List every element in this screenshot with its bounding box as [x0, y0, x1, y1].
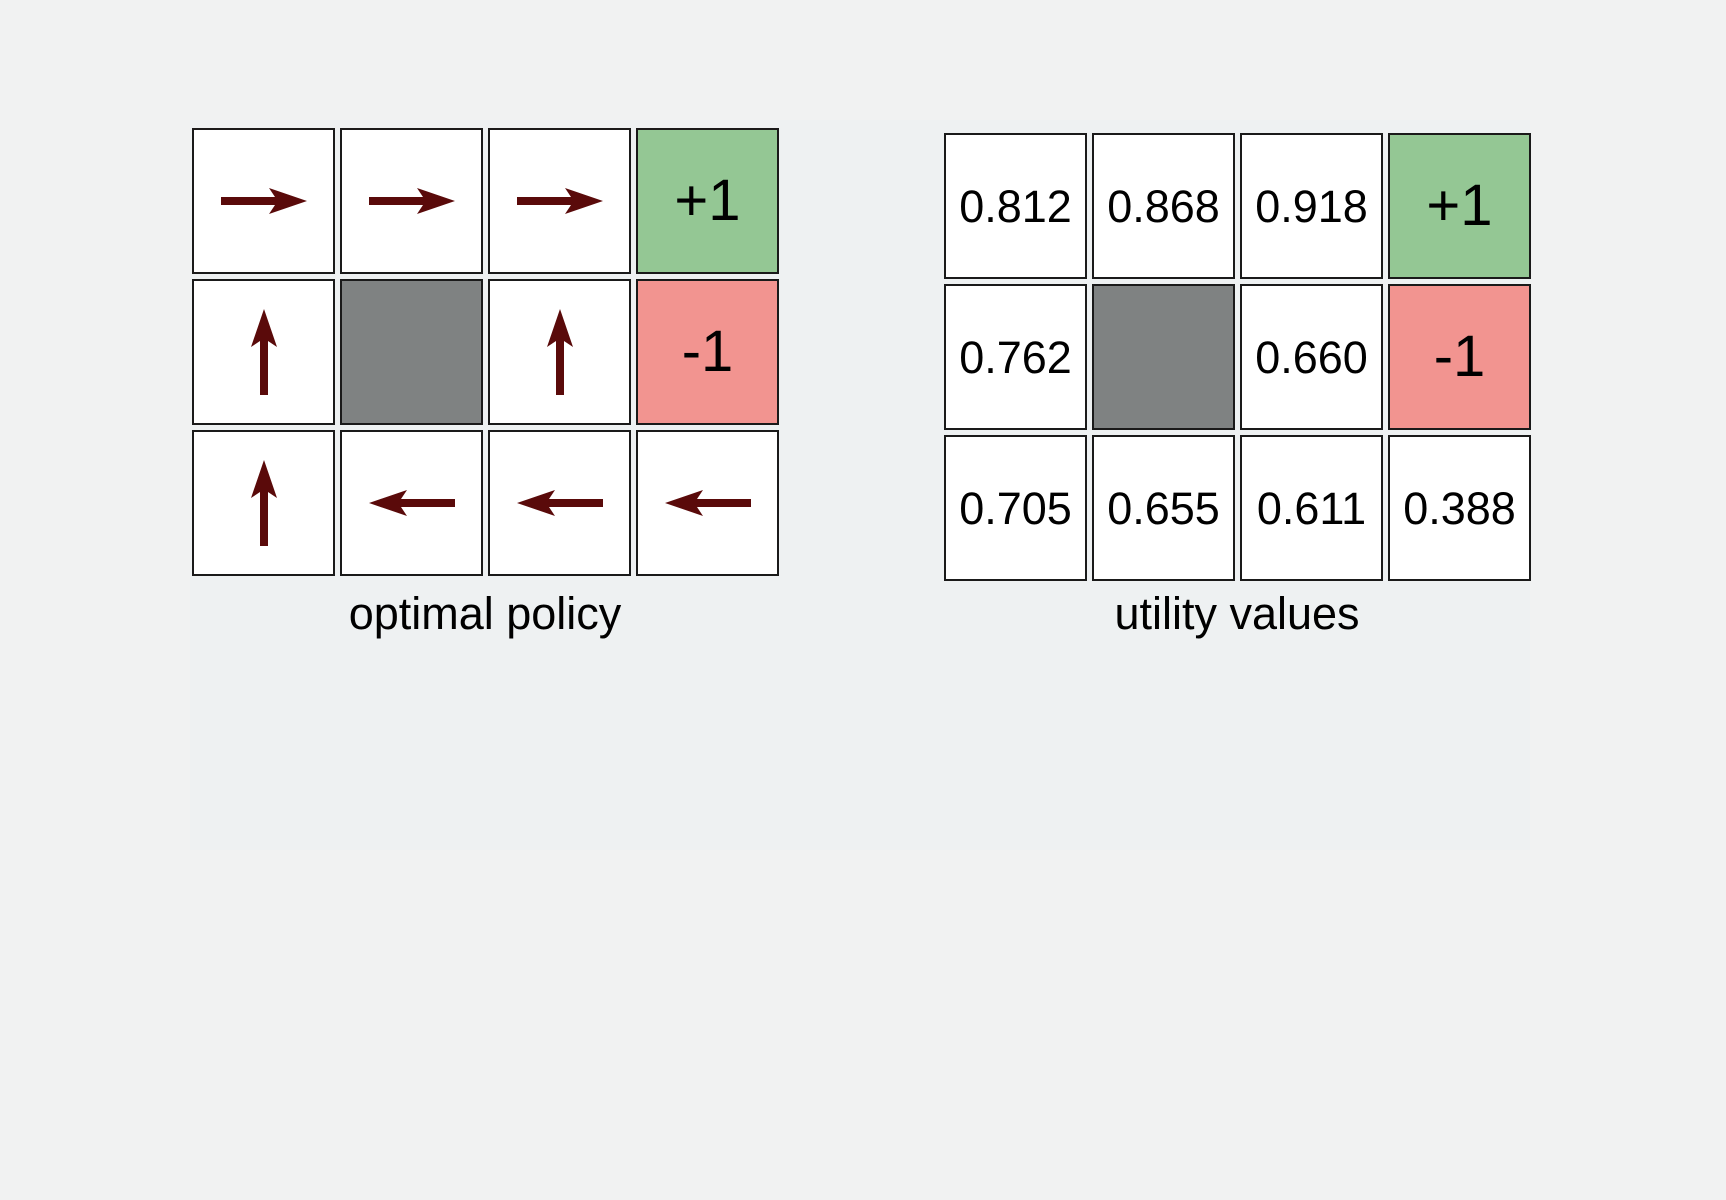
utility-figure: 0.812 0.868 0.918 +1 0.762 0.660 -1 0.70… — [944, 133, 1531, 581]
utility-value: 0.868 — [1107, 180, 1220, 232]
utility-cell-r1-c2: 0.868 — [1092, 133, 1235, 279]
arrow-right-icon — [367, 186, 457, 216]
terminal-plus-label: +1 — [1426, 173, 1493, 238]
utility-cell-r2-c3: 0.660 — [1240, 284, 1383, 430]
policy-cell-r1-c2 — [340, 128, 483, 274]
utility-value: 0.705 — [959, 482, 1072, 534]
utility-value: 0.660 — [1255, 331, 1368, 383]
utility-value: 0.388 — [1403, 482, 1516, 534]
policy-cell-r1-c3 — [488, 128, 631, 274]
terminal-minus-label: -1 — [1433, 324, 1486, 389]
arrow-right-icon — [219, 186, 309, 216]
utility-cell-r2-c1: 0.762 — [944, 284, 1087, 430]
utility-value: 0.762 — [959, 331, 1072, 383]
arrow-left-icon — [367, 488, 457, 518]
terminal-minus-label: -1 — [681, 319, 734, 384]
utility-terminal-plus: +1 — [1388, 133, 1531, 279]
arrow-right-icon — [515, 186, 605, 216]
policy-cell-r3-c1 — [192, 430, 335, 576]
arrow-up-icon — [249, 458, 279, 548]
utility-caption: utility values — [1114, 588, 1360, 639]
utility-value: 0.812 — [959, 180, 1072, 232]
policy-cell-r3-c3 — [488, 430, 631, 576]
utility-wall-cell — [1092, 284, 1235, 430]
utility-value: 0.918 — [1255, 180, 1368, 232]
policy-cell-r3-c2 — [340, 430, 483, 576]
utility-cell-r3-c1: 0.705 — [944, 435, 1087, 581]
arrow-up-icon — [545, 307, 575, 397]
arrow-left-icon — [663, 488, 753, 518]
terminal-plus-label: +1 — [674, 168, 741, 233]
utility-cell-r1-c1: 0.812 — [944, 133, 1087, 279]
utility-cell-r3-c2: 0.655 — [1092, 435, 1235, 581]
utility-cell-r1-c3: 0.918 — [1240, 133, 1383, 279]
policy-caption: optimal policy — [348, 588, 622, 639]
arrow-left-icon — [515, 488, 605, 518]
utility-cell-r3-c3: 0.611 — [1240, 435, 1383, 581]
policy-cell-r1-c1 — [192, 128, 335, 274]
policy-wall-cell — [340, 279, 483, 425]
policy-cell-r3-c4 — [636, 430, 779, 576]
policy-cell-r2-c1 — [192, 279, 335, 425]
policy-grid: +1 -1 — [192, 128, 779, 576]
policy-terminal-minus: -1 — [636, 279, 779, 425]
arrow-up-icon — [249, 307, 279, 397]
utility-terminal-minus: -1 — [1388, 284, 1531, 430]
policy-figure: +1 -1 — [192, 128, 779, 576]
utility-value: 0.611 — [1256, 482, 1367, 534]
policy-cell-r2-c3 — [488, 279, 631, 425]
policy-terminal-plus: +1 — [636, 128, 779, 274]
utility-cell-r3-c4: 0.388 — [1388, 435, 1531, 581]
utility-grid: 0.812 0.868 0.918 +1 0.762 0.660 -1 0.70… — [944, 133, 1531, 581]
utility-value: 0.655 — [1107, 482, 1220, 534]
